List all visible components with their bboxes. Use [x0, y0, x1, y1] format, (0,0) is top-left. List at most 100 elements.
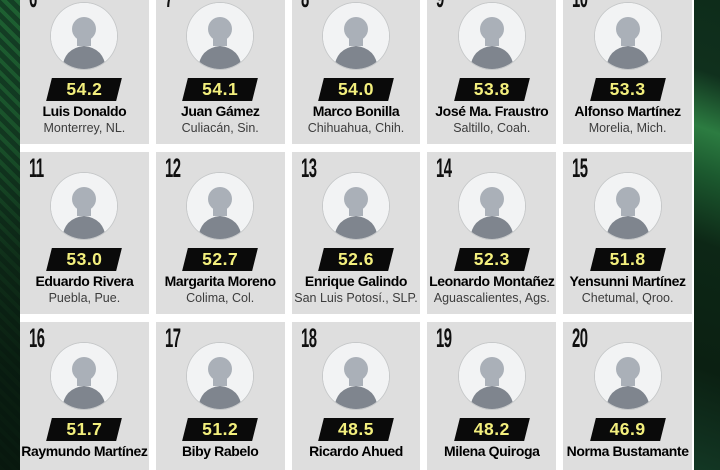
person-silhouette-icon: [322, 343, 389, 409]
person-silhouette-icon: [458, 3, 525, 69]
approval-score: 52.3: [473, 249, 510, 269]
mayor-card: 12 52.7 Margarita Moreno Colima, Col.: [155, 152, 285, 314]
ranking-grid: 6 54.2 Luis Donaldo Monterrey, NL. 7: [20, 0, 692, 470]
mayor-photo: [594, 3, 661, 69]
mayor-name: Margarita Moreno: [164, 273, 276, 289]
mayor-location: Monterrey, NL.: [43, 121, 126, 135]
mayor-name: Biby Rabelo: [181, 443, 259, 459]
mayor-location: Chihuahua, Chih.: [307, 121, 405, 135]
rank-number: 17: [164, 323, 181, 353]
approval-score-badge: 53.3: [593, 78, 663, 101]
mayor-card: 14 52.3 Leonardo Montañez Aguascalientes…: [427, 152, 557, 314]
mayor-photo: [51, 343, 118, 409]
person-silhouette-icon: [51, 343, 118, 409]
mayor-card: 18 48.5 Ricardo Ahued: [291, 322, 421, 470]
mayor-card: 11 53.0 Eduardo Rivera Puebla, Pue.: [20, 152, 149, 314]
mayor-card: 20 46.9 Norma Bustamante: [563, 322, 692, 470]
approval-score: 48.5: [337, 419, 375, 439]
approval-score: 53.0: [66, 249, 103, 269]
rank-number: 16: [29, 323, 45, 353]
mayor-photo: [322, 343, 389, 409]
mayor-location: Saltillo, Coah.: [453, 121, 531, 135]
approval-score: 52.7: [202, 249, 239, 269]
approval-score: 53.3: [609, 79, 646, 99]
rank-number: 7: [165, 0, 173, 12]
mayor-name: Norma Bustamante: [566, 443, 689, 459]
person-silhouette-icon: [322, 173, 389, 239]
mayor-name: Yensunni Martínez: [569, 273, 687, 289]
rank-number: 10: [572, 0, 588, 12]
mayor-name: Alfonso Martínez: [574, 103, 681, 119]
approval-score: 48.2: [473, 419, 510, 439]
mayor-card: 16 51.7 Raymundo Martínez: [20, 322, 149, 470]
person-silhouette-icon: [51, 173, 118, 239]
person-silhouette-icon: [51, 3, 118, 69]
rank-number: 18: [300, 323, 317, 353]
mayor-photo: [322, 173, 389, 239]
mayor-photo: [187, 173, 254, 239]
mayor-name: Leonardo Montañez: [429, 273, 555, 289]
approval-score-badge: 54.1: [185, 78, 255, 101]
mayor-photo: [594, 343, 661, 409]
mayor-card: 13 52.6 Enrique Galindo San Luis Potosí.…: [291, 152, 421, 314]
approval-score: 51.2: [202, 419, 239, 439]
mayor-photo: [458, 3, 525, 69]
approval-score: 53.8: [473, 79, 510, 99]
approval-score-badge: 52.7: [185, 248, 255, 271]
mayor-name: Marco Bonilla: [312, 103, 400, 119]
right-green-border: [694, 0, 720, 470]
mayor-photo: [187, 3, 254, 69]
person-silhouette-icon: [594, 343, 661, 409]
approval-score: 51.7: [66, 419, 103, 439]
approval-score-badge: 53.8: [457, 78, 527, 101]
approval-score-badge: 48.2: [457, 418, 527, 441]
person-silhouette-icon: [187, 173, 254, 239]
mayor-photo: [458, 173, 525, 239]
mayor-location: Colima, Col.: [186, 291, 255, 305]
approval-score: 54.1: [202, 79, 239, 99]
approval-score-badge: 52.3: [457, 248, 527, 271]
mayor-location: Aguascalientes, Ags.: [433, 291, 550, 305]
rank-number: 12: [164, 153, 181, 183]
rank-number: 13: [300, 153, 317, 183]
mayor-photo: [322, 3, 389, 69]
mayor-card: 9 53.8 José Ma. Fraustro Saltillo, Coah.: [427, 0, 557, 144]
person-silhouette-icon: [594, 173, 661, 239]
approval-score-badge: 54.2: [49, 78, 119, 101]
mayor-card: 19 48.2 Milena Quiroga: [427, 322, 557, 470]
approval-score-badge: 53.0: [49, 248, 119, 271]
rank-number: 8: [301, 0, 309, 12]
mayor-name: Milena Quiroga: [444, 443, 540, 459]
mayor-photo: [187, 343, 254, 409]
person-silhouette-icon: [594, 3, 661, 69]
approval-score: 46.9: [609, 419, 646, 439]
mayor-card: 7 54.1 Juan Gámez Culiacán, Sin.: [155, 0, 285, 144]
approval-score-badge: 52.6: [321, 248, 391, 271]
mayor-name: Enrique Galindo: [304, 273, 408, 289]
rank-number: 15: [572, 153, 588, 183]
mayor-photo: [51, 173, 118, 239]
person-silhouette-icon: [458, 343, 525, 409]
mayor-card: 10 53.3 Alfonso Martínez Morelia, Mich.: [563, 0, 692, 144]
left-striped-green-border: [0, 0, 20, 470]
mayor-card: 15 51.8 Yensunni Martínez Chetumal, Qroo…: [563, 152, 692, 314]
mayor-name: Luis Donaldo: [42, 103, 127, 119]
approval-score-badge: 46.9: [593, 418, 663, 441]
approval-score: 54.2: [66, 79, 103, 99]
mayor-location: Chetumal, Qroo.: [581, 291, 674, 305]
mayor-photo: [594, 173, 661, 239]
person-silhouette-icon: [187, 343, 254, 409]
mayor-name: Eduardo Rivera: [35, 273, 134, 289]
person-silhouette-icon: [187, 3, 254, 69]
mayor-location: Culiacán, Sin.: [181, 121, 259, 135]
mayor-location: San Luis Potosí., SLP.: [294, 291, 418, 305]
mayor-location: Morelia, Mich.: [588, 121, 667, 135]
mayor-location: Puebla, Pue.: [48, 291, 121, 305]
rank-number: 9: [436, 0, 444, 12]
mayor-photo: [51, 3, 118, 69]
mayor-name: Ricardo Ahued: [309, 443, 403, 459]
mayor-name: Juan Gámez: [180, 103, 260, 119]
approval-score: 51.8: [609, 249, 646, 269]
mayor-photo: [458, 343, 525, 409]
